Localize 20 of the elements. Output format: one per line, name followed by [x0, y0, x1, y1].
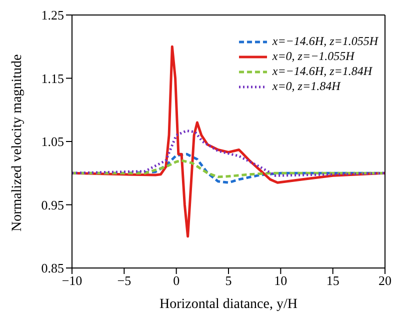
- y-tick-label: 1.05: [41, 134, 64, 150]
- y-tick-label: 1.25: [41, 8, 64, 23]
- x-tick-label: 15: [326, 273, 340, 288]
- y-tick-label: 0.85: [41, 260, 64, 276]
- line-series: [72, 159, 385, 178]
- x-axis-title: Horizontal diatance, y/H: [159, 297, 298, 312]
- legend-label: x=0, z=1.84H: [272, 79, 340, 94]
- y-tick-label: 1.15: [41, 70, 64, 86]
- legend-label: x=−14.6H, z=1.055H: [272, 34, 378, 49]
- line-series: [72, 130, 385, 177]
- x-tick-label: −5: [117, 273, 132, 288]
- x-tick-label: −10: [62, 273, 82, 288]
- x-tick-label: 5: [225, 273, 232, 288]
- legend-label: x=−14.6H, z=1.84H: [272, 64, 372, 79]
- x-tick-label: 20: [378, 273, 392, 288]
- y-tick-label: 0.95: [41, 197, 64, 212]
- x-tick-label: 0: [173, 273, 180, 288]
- y-axis-title: Normalized velocity magnitude: [10, 54, 25, 232]
- x-tick-label: 10: [274, 273, 288, 288]
- legend-label: x=0, z=−1.055H: [272, 49, 354, 64]
